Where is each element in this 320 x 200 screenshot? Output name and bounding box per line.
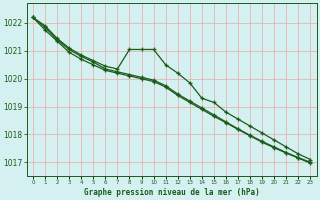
X-axis label: Graphe pression niveau de la mer (hPa): Graphe pression niveau de la mer (hPa)	[84, 188, 260, 197]
